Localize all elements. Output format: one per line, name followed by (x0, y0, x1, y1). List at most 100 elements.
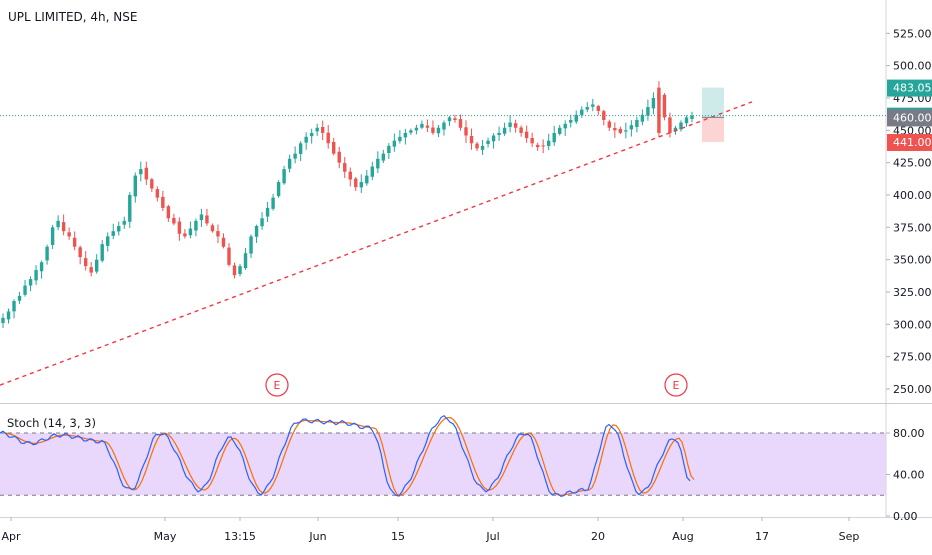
time-tick-label: 20 (591, 530, 605, 543)
candle-body (133, 175, 137, 197)
candle-body (343, 163, 347, 172)
candle-body (188, 228, 193, 236)
candle-body (624, 130, 628, 132)
candle-body (425, 125, 430, 128)
candle-body (320, 126, 325, 133)
time-tick-label: Jun (308, 530, 326, 543)
candle-body (602, 111, 606, 120)
candle-body (254, 226, 259, 237)
candle-body (420, 123, 424, 128)
price-label-bg (887, 109, 932, 127)
candle-body (403, 132, 408, 138)
price-tick-label: 425.00 (893, 157, 932, 170)
candle-body (480, 145, 485, 150)
price-tick-label: 500.00 (893, 60, 932, 73)
time-tick-label: Sep (839, 530, 860, 543)
candle-body (232, 265, 237, 276)
time-tick-label: May (154, 530, 177, 543)
candle-body (50, 227, 55, 245)
time-tick-label: Jul (485, 530, 499, 543)
candle-body (309, 132, 314, 137)
candle-body (122, 220, 126, 225)
candle-body (414, 127, 419, 131)
candle-body (618, 128, 623, 133)
candle-body (183, 233, 187, 237)
price-tick-label: 525.00 (893, 27, 932, 40)
candle-body (45, 246, 49, 261)
price-label-entry: 460.00 (887, 109, 932, 127)
candle-body (205, 215, 209, 224)
price-label-stop: 441.00 (887, 133, 932, 151)
candle-body (304, 136, 308, 143)
earnings-marker: E (265, 373, 289, 397)
candle-body (398, 136, 402, 142)
earnings-marker-circle (664, 373, 688, 397)
candle-body (78, 247, 82, 258)
candle-body (210, 225, 215, 232)
price-label-text: 483.05 (893, 82, 932, 95)
candle-body (199, 214, 204, 221)
stoch-d-line (3, 416, 695, 496)
candle-body (265, 207, 270, 217)
candle-body (34, 270, 38, 281)
candle-body (569, 119, 573, 123)
candle-body (491, 135, 496, 142)
candle-body (502, 127, 507, 134)
candle-body (67, 232, 71, 237)
candle-body (519, 127, 523, 133)
candle-body (651, 98, 656, 109)
candle-body (238, 266, 242, 275)
candle-body (287, 158, 292, 169)
candle-body (23, 285, 27, 295)
candle-body (431, 127, 435, 133)
price-tick-label: 325.00 (893, 286, 932, 299)
candle-body (370, 166, 375, 177)
candle-body (442, 122, 446, 130)
price-label-target: 483.05 (887, 79, 932, 97)
candle-body (354, 178, 358, 188)
candle-body (293, 153, 297, 159)
position-target-zone (702, 87, 724, 118)
candle-body (282, 169, 286, 184)
candle-body (486, 140, 490, 145)
candle-body (679, 122, 683, 130)
candle-body (508, 122, 512, 127)
price-tick-label: 300.00 (893, 318, 932, 331)
earnings-marker-label: E (274, 379, 281, 392)
indicator-title: Stoch (14, 3, 3) (7, 416, 96, 430)
candle-body (12, 301, 16, 312)
price-label-bg (887, 133, 932, 151)
candle-body (453, 118, 457, 120)
candle-body (409, 130, 413, 133)
candle-body (106, 236, 110, 246)
stoch-k-line (0, 414, 691, 498)
candle-body (646, 107, 650, 116)
candle-body (326, 132, 330, 144)
candle-body (475, 143, 479, 149)
stoch-tick-label: 0.00 (893, 510, 918, 523)
time-tick-label: Aug (672, 530, 693, 543)
candle-body (690, 115, 694, 119)
candle-body (381, 153, 386, 161)
price-tick-label: 350.00 (893, 254, 932, 267)
candle-body (591, 104, 595, 107)
candle-body (668, 117, 672, 133)
candle-body (613, 128, 617, 131)
candle-body (298, 143, 303, 154)
candle-body (662, 94, 667, 118)
candle-body (524, 131, 529, 139)
candle-body (392, 140, 397, 147)
candle-body (574, 114, 578, 122)
candle-body (28, 279, 33, 286)
candle-body (464, 127, 468, 136)
candle-body (260, 218, 264, 227)
price-label-text: 441.00 (893, 136, 932, 149)
candle-body (546, 140, 551, 147)
candle-body (580, 109, 584, 115)
candle-body (139, 169, 143, 175)
earnings-marker-label: E (673, 379, 680, 392)
price-tick-label: 275.00 (893, 351, 932, 364)
candle-body (365, 175, 369, 184)
stoch-tick-label: 80.00 (893, 427, 925, 440)
